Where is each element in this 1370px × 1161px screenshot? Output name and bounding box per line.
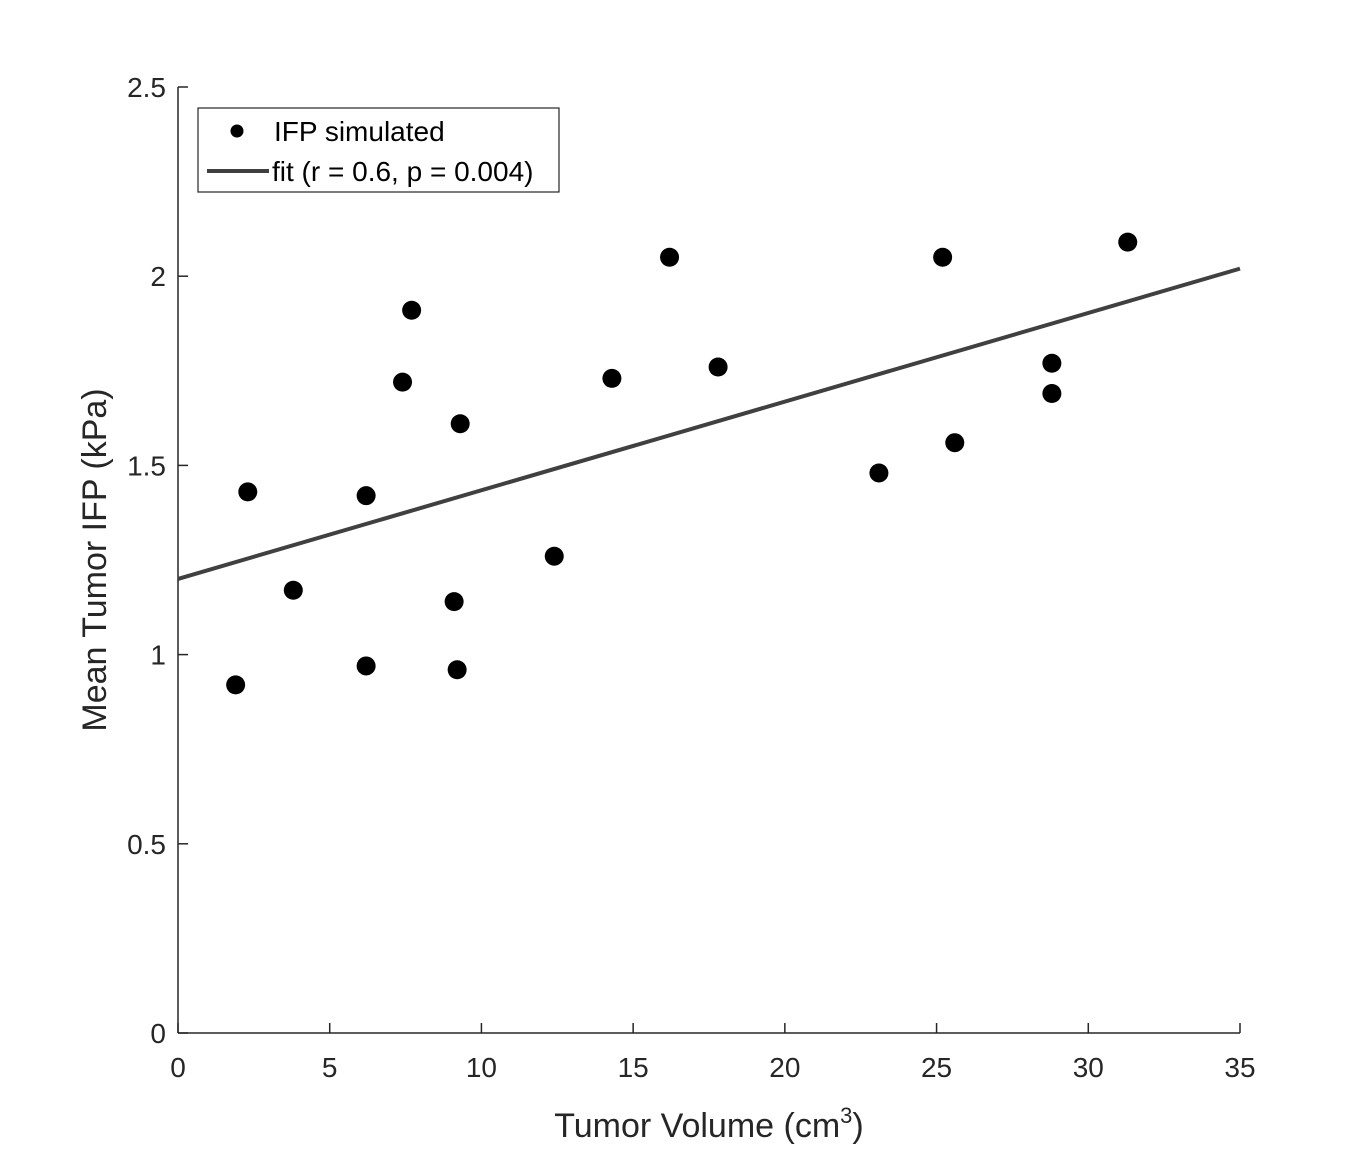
legend: IFP simulated fit (r = 0.6, p = 0.004) [197, 107, 560, 193]
data-point [393, 372, 413, 392]
data-point [402, 300, 422, 320]
x-axis-label: Tumor Volume (cm3) [554, 1103, 864, 1145]
x-tick-label: 5 [322, 1052, 338, 1083]
fit-line [177, 266, 1241, 581]
x-tick-label: 0 [170, 1052, 186, 1083]
x-tick-label: 15 [618, 1052, 649, 1083]
legend-label-ifp-simulated: IFP simulated [274, 116, 445, 147]
y-tick-label: 2 [150, 261, 166, 292]
data-point [447, 660, 467, 680]
y-tick-label: 2.5 [127, 72, 166, 103]
axes: 0 5 10 15 20 25 30 35 0 0.5 1 1.5 2 2.5 [127, 72, 1256, 1083]
data-point [708, 357, 728, 377]
x-axis-label-main: Tumor Volume (cm [554, 1107, 840, 1145]
y-ticks: 0 0.5 1 1.5 2 2.5 [127, 72, 188, 1049]
data-point [450, 414, 470, 434]
data-point [226, 675, 246, 695]
data-point [283, 580, 303, 600]
legend-marker-ifp-simulated [230, 124, 244, 138]
plot-area [177, 232, 1241, 695]
x-ticks: 0 5 10 15 20 25 30 35 [170, 1023, 1256, 1083]
data-point [869, 463, 889, 483]
data-point [1118, 232, 1138, 252]
y-tick-label: 0 [150, 1018, 166, 1049]
x-tick-label: 30 [1073, 1052, 1104, 1083]
y-tick-label: 1 [150, 640, 166, 671]
data-point [444, 592, 464, 612]
y-tick-label: 0.5 [127, 829, 166, 860]
y-axis-label: Mean Tumor IFP (kPa) [76, 388, 114, 731]
data-point [1042, 384, 1062, 404]
x-tick-label: 20 [769, 1052, 800, 1083]
data-point [1042, 353, 1062, 373]
data-point [544, 546, 564, 566]
legend-box [197, 107, 560, 193]
data-point [356, 486, 376, 506]
data-point [238, 482, 258, 502]
data-point [933, 247, 953, 267]
data-point [356, 656, 376, 676]
x-axis-label-close: ) [852, 1107, 863, 1145]
legend-label-fit: fit (r = 0.6, p = 0.004) [272, 156, 533, 187]
data-points [226, 232, 1138, 695]
x-tick-label: 35 [1224, 1052, 1255, 1083]
x-axis-label-superscript: 3 [840, 1103, 852, 1128]
data-point [660, 247, 680, 267]
data-point [602, 368, 622, 388]
x-tick-label: 25 [921, 1052, 952, 1083]
x-tick-label: 10 [466, 1052, 497, 1083]
y-tick-label: 1.5 [127, 450, 166, 481]
data-point [945, 433, 965, 453]
